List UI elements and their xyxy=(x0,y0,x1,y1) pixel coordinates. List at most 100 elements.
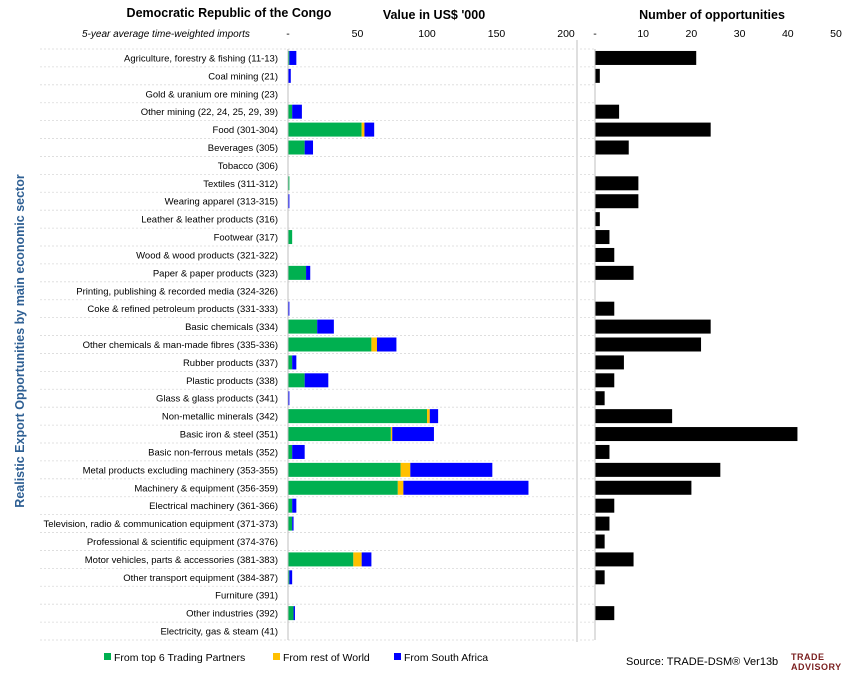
bar-south-africa xyxy=(292,104,302,119)
category-label: Basic chemicals (334) xyxy=(185,322,278,333)
bar-top6 xyxy=(288,319,318,334)
category-label: Machinery & equipment (356-359) xyxy=(134,483,278,494)
category-label: Other mining (22, 24, 25, 29, 39) xyxy=(141,107,278,118)
bar-top6 xyxy=(288,462,401,477)
opps-tick-label: 30 xyxy=(734,28,746,40)
category-label: Electrical machinery (361-366) xyxy=(149,501,278,512)
opps-bar xyxy=(595,68,600,83)
bar-rest-of-world xyxy=(353,552,362,567)
category-label: Coke & refined petroleum products (331-3… xyxy=(87,304,278,315)
bar-south-africa xyxy=(288,391,290,406)
y-axis-title: Realistic Export Opportunities by main e… xyxy=(13,174,27,508)
source-note: Source: TRADE-DSM® Ver13b xyxy=(626,656,778,668)
category-label: Professional & scientific equipment (374… xyxy=(87,537,278,548)
opps-bar xyxy=(595,498,615,513)
bar-top6 xyxy=(288,552,354,567)
opps-bar xyxy=(595,319,711,334)
category-label: Non-metallic minerals (342) xyxy=(162,412,278,423)
category-label: Wearing apparel (313-315) xyxy=(165,197,278,208)
legend-label: From South Africa xyxy=(404,652,488,664)
trade-advisory-logo: TRADE ADVISORY xyxy=(791,652,842,672)
bar-south-africa xyxy=(292,355,297,370)
value-tick-label: 100 xyxy=(418,28,436,40)
opps-bar xyxy=(595,391,605,406)
grid-lines xyxy=(40,48,595,641)
category-label: Other transport equipment (384-387) xyxy=(123,573,278,584)
bar-top6 xyxy=(288,606,294,621)
bar-top6 xyxy=(288,570,290,585)
category-label: Leather & leather products (316) xyxy=(141,215,278,226)
bar-top6 xyxy=(288,427,391,442)
bar-top6 xyxy=(288,373,305,388)
bar-south-africa xyxy=(288,301,290,316)
opps-bar xyxy=(595,606,615,621)
opps-tick-label: - xyxy=(593,28,597,40)
category-label: Beverages (305) xyxy=(208,143,278,154)
bar-rest-of-world xyxy=(371,337,377,352)
opps-bar xyxy=(595,570,605,585)
legend-label: From top 6 Trading Partners xyxy=(114,652,245,664)
legend-swatch xyxy=(394,653,401,660)
category-label: Food (301-304) xyxy=(213,125,278,136)
logo-line-1: TRADE xyxy=(791,652,825,662)
bar-top6 xyxy=(288,409,427,424)
opps-bar xyxy=(595,194,639,209)
bar-south-africa xyxy=(361,552,372,567)
opps-axis-ticks: - 10 20 30 40 50 xyxy=(593,28,842,40)
value-tick-label: - xyxy=(286,28,290,40)
category-label: Glass & glass products (341) xyxy=(156,394,278,405)
category-label: Footwear (317) xyxy=(214,233,278,244)
opps-bar xyxy=(595,247,615,262)
bar-south-africa xyxy=(292,516,294,531)
category-label: Textiles (311-312) xyxy=(203,179,278,190)
opps-bar xyxy=(595,534,605,549)
bar-top6 xyxy=(288,140,305,155)
bar-south-africa xyxy=(304,373,329,388)
opps-bar xyxy=(595,265,634,280)
opps-tick-label: 50 xyxy=(830,28,842,40)
category-label: Other industries (392) xyxy=(186,609,278,620)
bar-top6 xyxy=(288,230,293,245)
category-label: Coal mining (21) xyxy=(208,71,278,82)
bar-top6 xyxy=(288,355,293,370)
opps-bar xyxy=(595,230,610,245)
opps-bar xyxy=(595,552,634,567)
category-label: Rubber products (337) xyxy=(183,358,278,369)
bar-rest-of-world xyxy=(361,122,365,137)
bar-top6 xyxy=(288,176,290,191)
category-label: Metal products excluding machinery (353-… xyxy=(83,465,278,476)
category-label: Paper & paper products (323) xyxy=(153,268,278,279)
opps-bar xyxy=(595,444,610,459)
category-label: Basic iron & steel (351) xyxy=(180,430,278,441)
bar-south-africa xyxy=(293,606,295,621)
bar-south-africa xyxy=(429,409,439,424)
category-labels: Agriculture, forestry & fishing (11-13) C… xyxy=(44,53,278,637)
chart-title: Democratic Republic of the Congo xyxy=(127,6,332,20)
opps-bar xyxy=(595,140,629,155)
opps-bar xyxy=(595,50,697,65)
opps-bar xyxy=(595,212,600,227)
opps-axis-title: Number of opportunities xyxy=(639,8,785,22)
opps-bar xyxy=(595,427,798,442)
bar-top6 xyxy=(288,337,372,352)
bar-south-africa xyxy=(292,444,305,459)
opps-tick-label: 40 xyxy=(782,28,794,40)
opps-bar xyxy=(595,122,711,137)
logo-line-2: ADVISORY xyxy=(791,662,842,672)
bar-south-africa xyxy=(289,50,297,65)
category-label: Agriculture, forestry & fishing (11-13) xyxy=(124,53,278,64)
bar-south-africa xyxy=(288,194,290,209)
bar-south-africa xyxy=(306,265,311,280)
bar-top6 xyxy=(288,480,398,495)
bar-south-africa xyxy=(288,68,291,83)
category-label: Tobacco (306) xyxy=(218,161,278,172)
bar-south-africa xyxy=(304,140,314,155)
opps-bar xyxy=(595,176,639,191)
value-axis-title: Value in US$ '000 xyxy=(383,8,485,22)
category-label: Plastic products (338) xyxy=(186,376,278,387)
value-tick-label: 150 xyxy=(488,28,506,40)
legend: From top 6 Trading Partners From rest of … xyxy=(104,652,488,664)
category-label: Television, radio & communication equipm… xyxy=(44,519,278,530)
bar-top6 xyxy=(288,516,293,531)
